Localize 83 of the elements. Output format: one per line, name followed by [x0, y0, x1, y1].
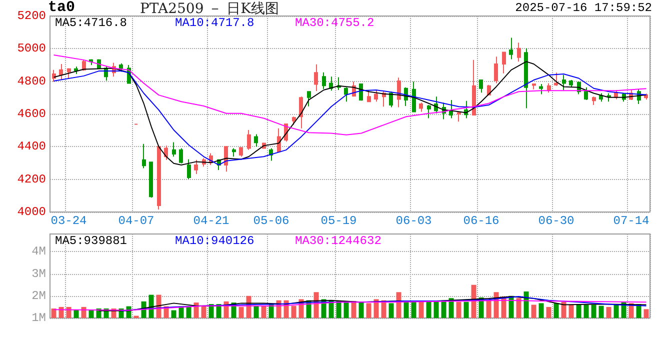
candlestick [554, 72, 558, 86]
x-tick-label: 06-16 [463, 214, 500, 228]
y-tick-label: 1M [32, 311, 46, 325]
candlestick [247, 130, 251, 150]
annotation: MA30:1244632 [295, 234, 382, 248]
candlestick [344, 86, 348, 102]
y-tick-label: 3M [32, 266, 46, 281]
candlestick [509, 37, 513, 60]
candlestick [419, 102, 423, 112]
annotation: MA5:939881 [55, 234, 128, 248]
y-tick-label: 2M [32, 288, 46, 303]
candlestick [157, 144, 161, 210]
candlestick [389, 91, 393, 108]
candlestick [142, 143, 146, 169]
candlestick [224, 146, 228, 172]
candlestick [59, 64, 63, 80]
candlestick [164, 145, 168, 160]
candlestick [539, 83, 543, 95]
y-tick-label: 4200 [17, 172, 46, 186]
candlestick [52, 69, 56, 82]
candlestick [599, 92, 603, 102]
x-tick-label: 06-30 [538, 214, 574, 228]
x-tick-label: 06-03 [396, 214, 432, 228]
annotation: MA5:4716.8 [55, 16, 128, 30]
candlestick [449, 99, 453, 119]
candlestick [187, 158, 191, 180]
candlestick [412, 81, 416, 112]
candlestick [367, 89, 371, 102]
candlestick [299, 96, 303, 129]
candlestick [314, 64, 318, 92]
line-series [53, 300, 647, 311]
candlestick [457, 111, 461, 122]
text: ta0 [48, 0, 76, 16]
candlestick [254, 134, 258, 148]
candlestick [607, 92, 611, 102]
candlestick [479, 80, 483, 94]
x-tick-label: 04-07 [118, 214, 154, 228]
y-tick-label: 5200 [17, 9, 46, 23]
candlestick [584, 86, 588, 100]
candlestick [292, 116, 296, 126]
candlestick [494, 56, 498, 84]
candlestick [277, 128, 281, 154]
candlestick [194, 159, 198, 174]
candlestick [397, 77, 401, 108]
x-tick-label: 07-14 [613, 214, 650, 228]
candlestick [547, 82, 551, 94]
candlestick [517, 42, 521, 62]
line-series [53, 54, 647, 136]
candlestick [374, 89, 378, 102]
y-tick-label: 4M [32, 244, 46, 259]
candlestick [232, 148, 236, 158]
annotation: MA10:4717.8 [175, 16, 254, 30]
candlestick [532, 83, 536, 90]
x-tick-label: 03-24 [50, 214, 87, 228]
candlestick [337, 76, 341, 90]
chart-subtitle: 2025-07-16 17:59:52 [515, 1, 652, 15]
x-tick-label: 04-21 [193, 214, 230, 228]
candlestick [119, 62, 123, 72]
candlestick [67, 68, 71, 79]
candlestick [562, 74, 566, 90]
x-tick-label: 05-19 [320, 214, 357, 228]
candlestick [149, 162, 153, 198]
candlestick [427, 104, 431, 119]
candlestick [569, 80, 573, 88]
candlestick [179, 148, 183, 164]
candlestick [524, 48, 528, 109]
candlestick [322, 72, 326, 90]
candlestick [592, 96, 596, 106]
candlestick [472, 59, 476, 116]
y-tick-label: 4000 [17, 205, 46, 219]
candlestick [502, 52, 506, 74]
chart-title: PTA2509 － 日K线图 [140, 1, 280, 17]
x-tick-label: 05-06 [253, 214, 290, 228]
y-tick-label: 4400 [17, 140, 46, 154]
annotation: MA30:4755.2 [295, 16, 374, 30]
candlestick [307, 91, 311, 107]
candlestick [239, 147, 243, 158]
y-tick-label: 5000 [17, 42, 46, 56]
annotation: MA10:940126 [175, 234, 254, 248]
y-tick-label: 4800 [17, 74, 46, 88]
candlestick [74, 66, 78, 74]
candlestick [172, 142, 176, 158]
y-tick-label: 4600 [17, 107, 46, 121]
